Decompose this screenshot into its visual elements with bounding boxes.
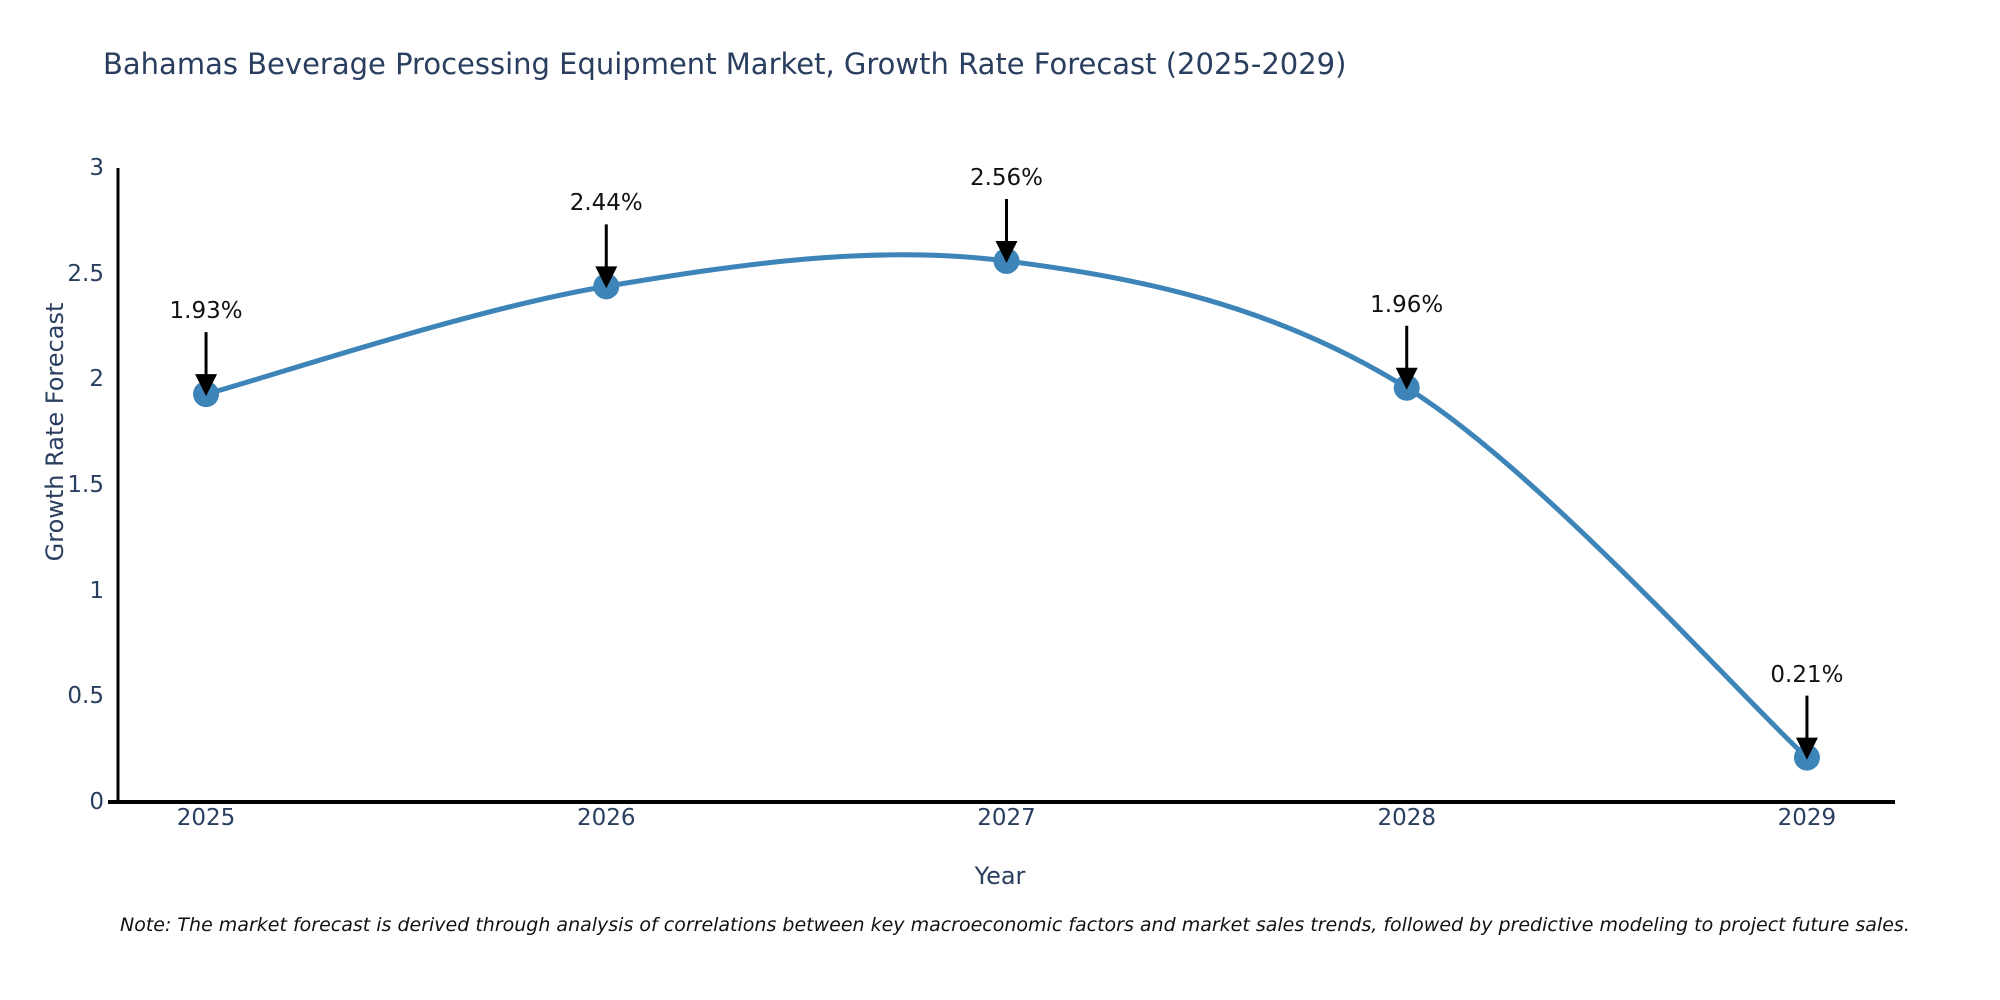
chart-footnote: Note: The market forecast is derived thr… <box>120 914 1910 936</box>
data-point-value-label: 2.56% <box>969 164 1044 191</box>
y-axis-tick-label: 2 <box>89 366 104 393</box>
x-axis-tick-label: 2027 <box>977 805 1036 831</box>
data-point-value-label: 2.44% <box>569 190 643 217</box>
x-axis-tick-label: 2026 <box>576 805 636 831</box>
x-axis-tick-label: 2025 <box>176 805 236 831</box>
y-axis-tick-label: 0.5 <box>67 683 104 710</box>
data-point-value-label: 1.96% <box>1370 291 1444 318</box>
annotation-arrow-head <box>195 374 218 397</box>
annotation-arrow-head <box>995 240 1018 263</box>
y-axis-tick-label: 3 <box>89 155 104 181</box>
data-point-value-label: 1.93% <box>169 298 243 325</box>
x-axis-tick-label: 2029 <box>1777 805 1837 831</box>
y-axis-tick-label: 1.5 <box>67 472 104 498</box>
y-axis-tick-label: 2.5 <box>67 260 104 287</box>
annotation-arrow-head <box>1795 737 1818 760</box>
annotation-arrow-head <box>595 266 618 289</box>
annotation-arrows <box>195 198 1818 760</box>
y-axis-title: Growth Rate Forecast <box>41 302 69 562</box>
y-axis-tick-label: 1 <box>89 577 104 604</box>
chart-title: Bahamas Beverage Processing Equipment Ma… <box>103 47 1347 81</box>
data-point-value-label: 0.21% <box>1770 661 1844 688</box>
y-axis-tick-label: 0 <box>89 789 104 815</box>
x-axis-tick-label: 2028 <box>1377 805 1436 831</box>
data-series-line <box>203 252 1810 761</box>
annotation-arrow-head <box>1395 367 1418 390</box>
x-axis-title: Year <box>974 862 1026 890</box>
